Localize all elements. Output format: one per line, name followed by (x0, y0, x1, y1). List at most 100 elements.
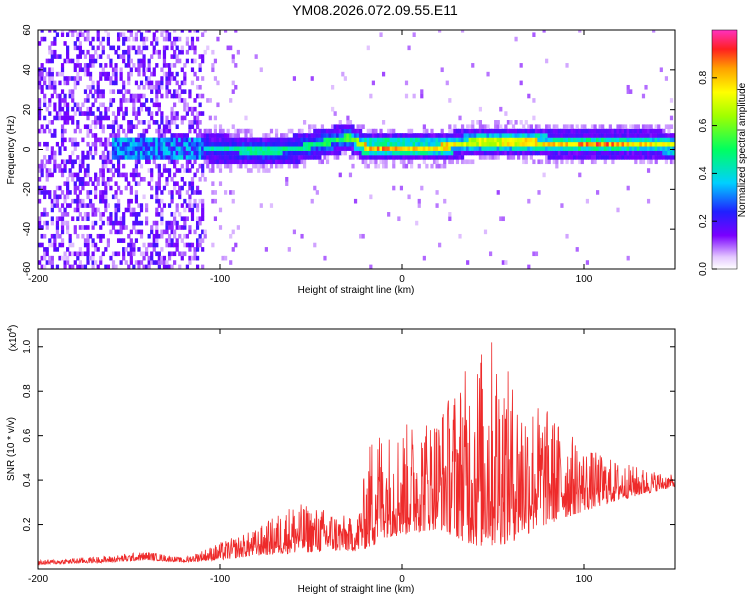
spectrogram-cell (157, 203, 161, 208)
spectrogram-cell (662, 137, 666, 143)
spectrogram-cell (290, 128, 294, 134)
spectrogram-cell (455, 137, 460, 143)
spectrogram-cell (134, 190, 139, 195)
spectrogram-cell (183, 150, 187, 156)
spectrogram-cell (361, 146, 365, 151)
spectrogram-cell (422, 141, 426, 147)
spectrogram-cell (99, 198, 103, 204)
spectrogram-cell (122, 172, 126, 178)
spectrogram-cell (323, 255, 327, 261)
spectrogram-cell (511, 137, 516, 143)
spectrogram-cell (83, 155, 88, 160)
spectrogram-cell (590, 159, 595, 165)
spectrogram-cell (162, 168, 167, 173)
spectrogram-cell (160, 247, 164, 252)
spectrogram-cell (88, 255, 93, 261)
spectrogram-cell (323, 150, 327, 156)
spectrogram-cell (165, 220, 169, 226)
spectrogram-cell (104, 185, 108, 191)
spectrogram-cell (364, 155, 368, 160)
spectrogram-cell (427, 133, 432, 138)
spectrogram-cell (104, 115, 108, 121)
spectrogram-cell (88, 106, 93, 112)
spectrogram-cell (76, 102, 80, 108)
colorbar-tick-label: 0.6 (698, 118, 709, 132)
spectrogram-cell (43, 67, 47, 73)
spectrogram-cell (180, 133, 184, 138)
spectrogram-cell (448, 159, 452, 165)
spectrogram-cell (185, 58, 189, 64)
spectrogram-cell (224, 141, 228, 147)
spectrogram-cell (234, 84, 238, 90)
spectrogram-cell (473, 150, 477, 156)
spectrogram-cell (213, 133, 218, 138)
spectrogram-cell (43, 264, 47, 269)
spectrogram-cell (580, 159, 584, 165)
spectrogram-cell (155, 89, 159, 94)
spectrogram-cell (63, 207, 67, 213)
spectrogram-xtick-label: 0 (399, 274, 405, 285)
spectrogram-cell (127, 264, 131, 269)
spectrogram-cell (165, 71, 169, 77)
spectrogram-cell (438, 141, 442, 147)
spectrogram-cell (88, 233, 93, 239)
spectrogram-cell (524, 146, 528, 151)
spectrogram-cell (348, 133, 353, 138)
spectrogram-cell (282, 150, 286, 156)
spectrogram-cell (55, 220, 60, 226)
spectrogram-cell (343, 133, 347, 138)
spectrogram-cell (249, 146, 253, 151)
spectrogram-cell (134, 146, 139, 151)
spectrogram-cell (392, 150, 396, 156)
spectrogram-cell (201, 58, 205, 64)
spectrogram-cell (162, 36, 167, 42)
spectrogram-cell (183, 168, 187, 173)
spectrogram-cell (167, 120, 172, 125)
spectrogram-cell (147, 137, 151, 143)
spectrogram-cell (590, 155, 595, 160)
spectrogram-cell (38, 225, 42, 230)
spectrogram-cell (481, 150, 485, 156)
spectrogram-cell (664, 141, 669, 147)
spectrogram-cell (331, 106, 335, 112)
spectrogram-cell (91, 45, 95, 51)
spectrogram-cell (53, 242, 57, 248)
spectrogram-cell (142, 63, 146, 68)
spectrogram-cell (274, 159, 279, 165)
spectrogram-cell (657, 141, 661, 147)
spectrogram-cell (96, 207, 100, 213)
spectrogram-cell (402, 137, 406, 143)
spectrogram-cell (254, 150, 258, 156)
spectrogram-cell (216, 137, 220, 143)
spectrogram-cell (560, 155, 564, 160)
spectrogram-cell (389, 141, 393, 147)
snr-xlabel: Height of straight line (km) (298, 584, 415, 595)
spectrogram-cell (142, 255, 146, 261)
spectrogram-cell (91, 120, 95, 125)
spectrogram-cell (160, 115, 164, 121)
spectrogram-cell (213, 146, 218, 151)
spectrogram-cell (478, 146, 483, 151)
spectrogram-cell (122, 58, 126, 64)
spectrogram-cell (96, 176, 100, 182)
spectrogram-cell (104, 106, 108, 112)
spectrogram-cell (165, 80, 169, 86)
spectrogram-cell (524, 133, 528, 138)
spectrogram-cell (302, 137, 307, 143)
spectrogram-cell (432, 159, 437, 165)
spectrogram-cell (175, 115, 179, 121)
spectrogram-cell (101, 67, 105, 73)
spectrogram-cell (471, 63, 475, 68)
spectrogram-cell (397, 141, 401, 147)
spectrogram-cell (167, 251, 172, 257)
spectrogram-cell (178, 155, 182, 160)
spectrogram-cell (669, 146, 674, 151)
spectrogram-cell (596, 137, 600, 143)
spectrogram-cell (218, 124, 223, 130)
spectrogram-cell (669, 150, 674, 156)
spectrogram-cell (94, 212, 98, 217)
spectrogram-cell (506, 133, 511, 138)
spectrogram-cell (58, 163, 62, 169)
spectrogram-cell (295, 155, 299, 160)
spectrogram-cell (58, 71, 62, 77)
